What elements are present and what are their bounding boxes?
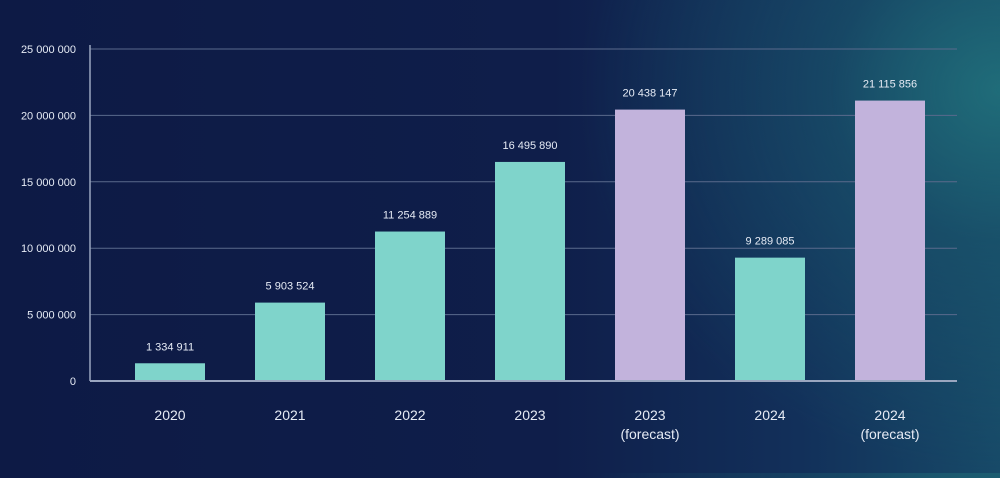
x-tick-label: 2023 [514,407,545,423]
bar [735,257,805,382]
x-tick-label: 2024 [754,407,785,423]
bar-value-label: 9 289 085 [746,236,795,248]
x-tick-label: 2021 [274,407,305,423]
y-axis-tick-labels: 0 5 000 000 10 000 000 15 000 000 20 000 000… [21,44,76,388]
y-tick-label: 20 000 000 [21,110,76,122]
bar-value-label: 1 334 911 [146,341,194,353]
bar [375,231,445,382]
x-axis-tick-labels: 2020 2021 2022 2023 2023 (forecast) 2024 2024 (f… [154,407,919,442]
bar [855,100,925,383]
bar-value-labels: 1 334 911 5 903 524 11 254 889 16 495 890 20… [146,79,917,354]
y-tick-label: 10 000 000 [21,243,76,255]
bar [615,109,685,382]
bar-value-label: 5 903 524 [266,281,315,293]
bar [135,363,205,382]
bar-value-label: 16 495 890 [502,140,557,152]
y-tick-label: 15 000 000 [21,177,76,189]
y-tick-label: 25 000 000 [21,44,76,56]
bar [495,161,565,382]
bar [255,302,325,382]
bar-value-label: 20 438 147 [622,88,677,100]
y-tick-label: 0 [70,376,76,388]
axes [89,45,957,382]
bars [135,100,925,383]
bar-value-label: 21 115 856 [863,79,917,91]
x-tick-label: 2023 (forecast) [620,407,679,442]
x-tick-label: 2022 [394,407,425,423]
x-tick-label: 2024 (forecast) [860,407,919,442]
x-tick-label: 2020 [154,407,185,423]
bar-value-label: 11 254 889 [383,210,437,222]
y-tick-label: 5 000 000 [27,310,76,322]
